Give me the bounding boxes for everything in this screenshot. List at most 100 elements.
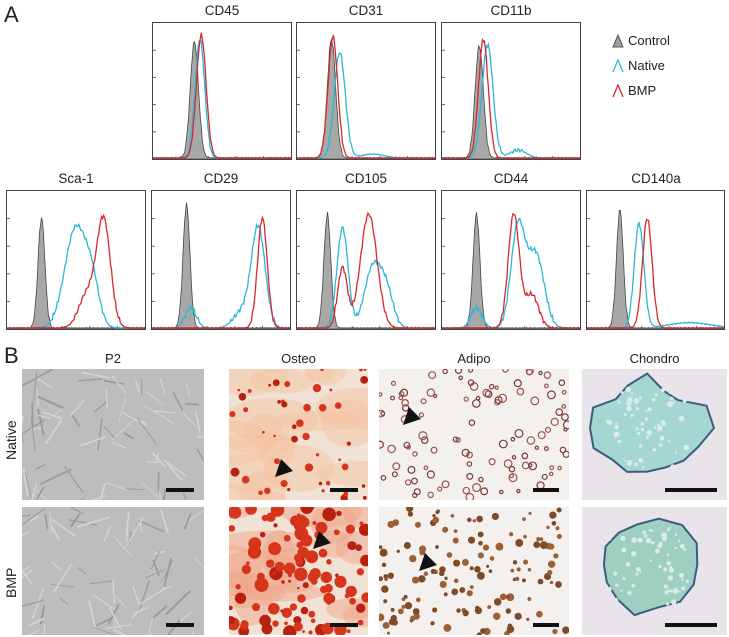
mineral-nodule [329,388,333,392]
cell-process [50,583,75,588]
lipid-droplet [404,479,412,486]
mineral-nodule [320,571,333,584]
pellet-texture [668,527,671,530]
lipid-droplet [478,540,483,546]
series-native-curve [587,221,724,329]
cell-process [183,513,192,530]
lipid-droplet [381,585,389,593]
cell-process [22,514,31,518]
mineral-nodule [297,594,306,603]
lipid-droplet [437,486,443,492]
histogram-cd44 [441,190,581,330]
mineral-nodule [229,605,233,611]
lipid-droplet [467,536,476,544]
lipid-droplet [442,526,449,533]
micrograph-native-osteo [229,369,368,500]
lipid-droplet [412,608,420,615]
lipid-droplet [497,393,508,403]
hist-title-cd44: CD44 [493,171,529,186]
micrograph-native-adipo [379,369,569,500]
pellet-texture [627,397,633,403]
pellet-texture [649,559,652,562]
cell-process [35,463,46,470]
mineral-nodule [251,603,261,612]
mineral-nodule [284,381,291,388]
lipid-droplet [543,383,549,389]
lipid-droplet [459,587,466,593]
cell-process [44,514,49,529]
cell-process [97,418,103,451]
pellet-texture [631,583,636,588]
lipid-droplet [441,480,450,489]
pellet-texture [620,589,623,592]
mineral-nodule [312,383,322,393]
mineral-nodule [274,561,285,572]
lipid-droplet [539,537,544,541]
micrograph-image [379,369,569,500]
micrograph-image [22,369,204,500]
mineral-nodule [262,431,265,434]
cell-process [22,531,30,537]
pellet-texture [681,586,686,591]
lipid-droplet [480,628,486,634]
lipid-droplet [386,631,390,635]
cell-process [22,599,45,608]
pellet-texture [658,541,663,547]
pellet-texture [612,597,619,603]
cell-process [49,511,52,533]
mineral-nodule [358,369,364,372]
lipid-droplet [432,516,440,524]
pellet-texture [614,424,619,430]
pellet-texture [622,576,626,581]
pellet-texture [643,534,648,538]
lipid-droplet [379,392,383,397]
cell-process [93,401,108,413]
pellet-texture [640,427,645,432]
series-native-curve [152,222,290,329]
micrograph-image [22,507,204,635]
lipid-droplet [549,465,555,471]
pellet-texture [679,543,685,549]
pellet-texture [647,433,651,436]
pellet-texture [621,547,627,553]
cell-process [30,483,38,500]
lipid-droplet [494,385,499,390]
cell-process [113,628,127,635]
cell-process [91,626,115,635]
lipid-droplet [472,483,482,493]
cell-process [103,525,112,542]
lipid-droplet [494,399,501,406]
histogram-cd31 [296,22,436,160]
micrograph-native-p2 [22,369,204,500]
lipid-droplet [557,465,562,471]
mineral-nodule [302,630,305,633]
mineral-nodule [258,581,263,586]
series-bmp-curve [442,212,580,329]
mineral-nodule [357,619,364,626]
lipid-droplet [512,560,518,565]
mineral-nodule [334,575,347,588]
lipid-droplet [498,439,508,449]
mineral-nodule [321,589,326,594]
mineral-nodule [361,484,366,488]
lipid-droplet [432,607,438,613]
mineral-nodule [273,523,278,528]
lipid-droplet [495,542,504,551]
pellet-texture [678,572,684,578]
lipid-droplet [552,628,558,635]
histogram-plot [297,34,435,159]
pellet-texture [625,561,631,567]
lipid-droplet [516,387,525,396]
lipid-droplet [528,463,533,468]
lipid-droplet [477,531,484,538]
lipid-droplet [547,560,556,568]
pellet-texture [668,567,674,573]
lipid-droplet [391,471,398,478]
cell-process [138,520,165,533]
lipid-droplet [415,597,421,603]
lipid-droplet [428,371,437,380]
lipid-droplet [442,369,448,375]
cell-process [132,586,140,605]
series-control-curve [442,45,580,159]
mineral-nodule [259,531,266,538]
